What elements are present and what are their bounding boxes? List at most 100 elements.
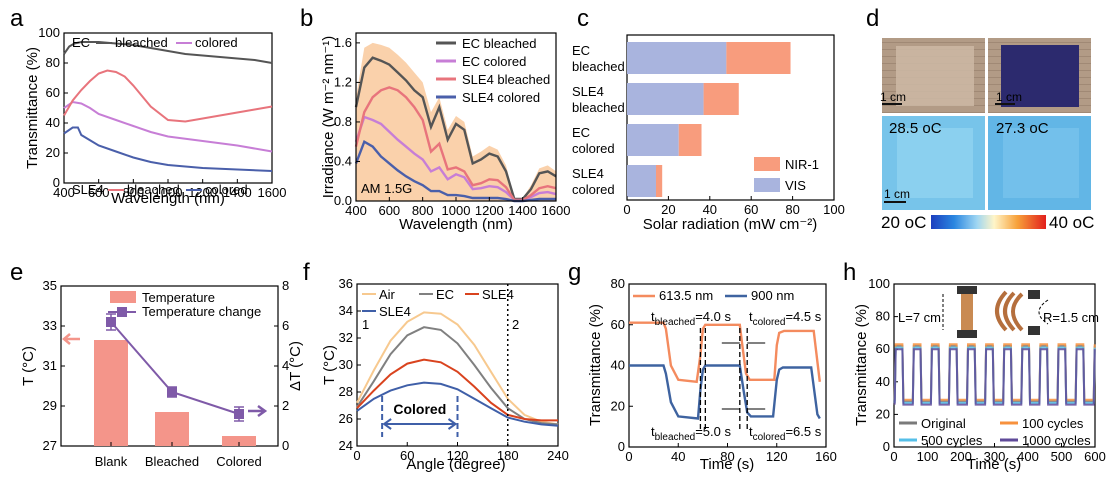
y-tick-label: 0.8 <box>334 114 352 129</box>
x-tick-label: 800 <box>122 185 144 200</box>
x-tick-label: 180 <box>497 448 519 463</box>
x-axis-label: Time (s) <box>967 456 1021 473</box>
x-tick-label: 100 <box>823 202 845 217</box>
data-marker <box>167 387 177 397</box>
panel-letter-d: d <box>866 5 879 32</box>
x-tick-label: 1600 <box>542 203 571 218</box>
y-tick-label: 80 <box>876 309 890 324</box>
y-tick-label: 0.4 <box>334 153 352 168</box>
panel-f-angle-temperature-chart: 0 60 120 180 240 24 26 28 30 32 34 36 1 2 Colored Angle… <box>321 276 569 473</box>
x-tick-label: 40 <box>703 202 717 217</box>
marker-2-label: 2 <box>512 317 519 332</box>
x-tick-label: 200 <box>950 449 972 464</box>
colored-label: Colored <box>393 401 446 417</box>
legend-label: 613.5 nm <box>659 288 713 303</box>
am15g-label: AM 1.5G <box>361 181 412 196</box>
x-tick-label: 120 <box>766 449 788 464</box>
label-t: t <box>749 424 753 439</box>
y-tick-label: 6 <box>282 318 289 333</box>
inset-bent-film <box>1011 292 1024 332</box>
legend-label: 500 cycles <box>921 433 983 448</box>
scale-bar-2 <box>995 103 1015 105</box>
legend-group-top: EC <box>72 35 90 50</box>
inset-clip <box>957 330 977 338</box>
bar-nir <box>655 165 663 197</box>
x-tick-label: 1200 <box>475 203 504 218</box>
legend-label: SLE4 colored <box>462 90 540 105</box>
legend-marker <box>117 307 127 317</box>
legend-label: 1000 cycles <box>1022 433 1091 448</box>
inset-length-label: L=7 cm <box>898 310 941 325</box>
legend-label: 900 nm <box>751 288 794 303</box>
label-value: =6.5 s <box>785 424 821 439</box>
inset-radius-guide <box>1038 299 1049 325</box>
x-axis-label: Solar radiation (mW cm⁻²) <box>643 216 818 233</box>
y-tick-label: 80 <box>611 276 625 291</box>
legend-label: VIS <box>785 178 806 193</box>
switch-time-bleached-1: tbleached=4.0 s <box>651 309 731 328</box>
series-line <box>893 348 1096 406</box>
bar-vis <box>627 124 679 156</box>
x-tick-label: 300 <box>984 449 1006 464</box>
legend-group-bottom: SLE4 <box>72 182 104 197</box>
photo-colored-film <box>1001 45 1079 107</box>
y-tick-label: 40 <box>46 115 60 130</box>
scale-bar-3 <box>884 201 906 203</box>
category-label: Bleached <box>145 454 199 469</box>
y-tick-label: 0 <box>53 175 60 190</box>
y-tick-label: 30 <box>339 357 353 372</box>
panel-letter-e: e <box>10 259 23 286</box>
x-tick-label: 800 <box>412 203 434 218</box>
legend-label: 100 cycles <box>1022 416 1084 431</box>
legend-label: bleached <box>127 182 180 197</box>
y-tick-label: 32 <box>339 330 353 345</box>
y-tick-label: 2 <box>282 398 289 413</box>
category-label: Blank <box>95 454 128 469</box>
y-tick-label: 60 <box>876 341 890 356</box>
category-label: colored <box>572 182 615 197</box>
legend-label: Original <box>921 416 966 431</box>
inset-bent-film <box>1003 291 1016 332</box>
x-tick-label: 20 <box>661 202 675 217</box>
y-tick-label: 40 <box>611 358 625 373</box>
plot-frame <box>626 34 835 201</box>
x-tick-label: 80 <box>785 202 799 217</box>
legend-label: colored <box>195 35 238 50</box>
y-tick-label: 24 <box>339 438 353 453</box>
x-tick-label: 40 <box>671 449 685 464</box>
bar-temperature <box>222 436 256 446</box>
series-line <box>63 41 273 64</box>
label-sub: bleached <box>655 432 696 443</box>
y-tick-label: 4 <box>282 358 289 373</box>
x-tick-label: 1000 <box>442 203 471 218</box>
category-label: EC <box>572 43 590 58</box>
y-tick-label: 35 <box>43 278 57 293</box>
x-tick-label: 600 <box>88 185 110 200</box>
x-tick-label: 600 <box>378 203 400 218</box>
scale-label-1: 1 cm <box>880 90 906 104</box>
y-axis-label-right: ΔT (°C) <box>287 341 304 391</box>
bar-temperature <box>155 412 189 446</box>
y-tick-label: 20 <box>46 145 60 160</box>
series-line <box>356 381 559 427</box>
legend-label: SLE4 bleached <box>462 72 550 87</box>
bar-nir <box>726 42 791 74</box>
category-label: SLE4 <box>572 84 604 99</box>
panel-letter-h: h <box>843 259 856 286</box>
series-line <box>629 364 821 420</box>
bar-vis <box>627 83 704 115</box>
series-line <box>63 100 273 153</box>
label-value: =4.5 s <box>785 309 821 324</box>
legend-label: colored <box>205 182 248 197</box>
thermal-temp-2: 27.3 oC <box>996 120 1049 137</box>
y-axis-label: Transmittance (%) <box>853 304 870 426</box>
colorbar <box>931 215 1046 229</box>
legend-label: Temperature <box>142 290 215 305</box>
y-tick-label: 34 <box>339 303 353 318</box>
x-axis-label: Wavelength (nm) <box>111 190 225 207</box>
left-axis-arrow <box>62 333 80 345</box>
marker-1-label: 1 <box>362 317 369 332</box>
y-axis-label-left: T (°C) <box>20 346 37 386</box>
x-tick-label: 100 <box>917 449 939 464</box>
